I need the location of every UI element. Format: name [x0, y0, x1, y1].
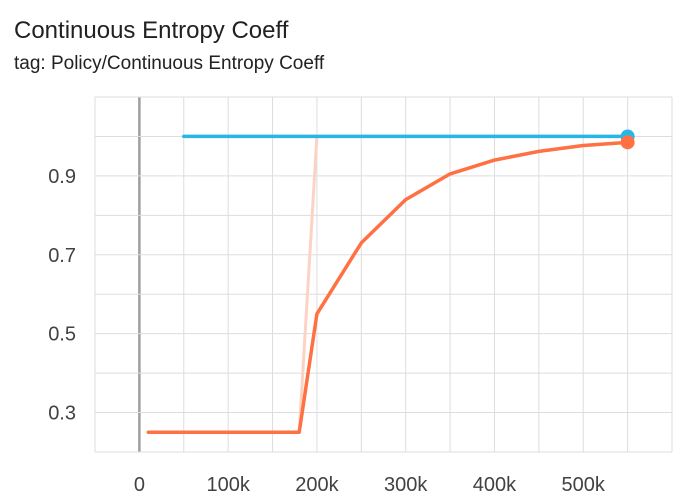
chart-title: Continuous Entropy Coeff: [14, 17, 289, 44]
x-tick-label: 500k: [562, 474, 606, 496]
x-tick-label: 100k: [206, 474, 250, 496]
x-tick-label: 200k: [295, 474, 339, 496]
y-tick-label: 0.5: [48, 324, 76, 346]
series-line-1: [146, 140, 630, 435]
y-tick-label: 0.3: [48, 403, 76, 425]
y-tick-label: 0.7: [48, 245, 76, 267]
tick-labels: 0.3 0.5 0.7 0.9 0 100k 200k 300k 400k 500k: [48, 166, 606, 496]
x-tick-label: 0: [134, 474, 145, 496]
series-end-point-1: [620, 135, 635, 150]
series-lines: [146, 129, 635, 435]
grid: [94, 96, 673, 453]
y-tick-label: 0.9: [48, 166, 76, 188]
x-tick-label: 400k: [473, 474, 517, 496]
series-line-2: [297, 134, 319, 434]
chart-tag: tag: Policy/Continuous Entropy Coeff: [14, 53, 325, 74]
x-tick-label: 300k: [384, 474, 428, 496]
